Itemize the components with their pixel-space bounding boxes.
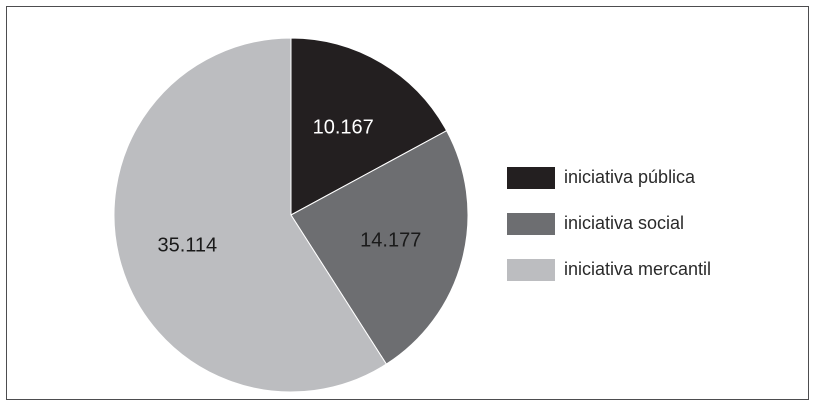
legend-swatch-mercantil bbox=[507, 258, 555, 281]
legend-label-publica: iniciativa pública bbox=[564, 167, 696, 187]
chart-legend: iniciativa pública iniciativa social ini… bbox=[507, 166, 711, 304]
legend-label-mercantil: iniciativa mercantil bbox=[564, 259, 712, 279]
pie-slice-social bbox=[290, 130, 469, 365]
legend-swatch-social bbox=[507, 212, 555, 235]
legend-item-mercantil: iniciativa mercantil bbox=[507, 258, 711, 281]
pie-label-mercantil: 35.114 bbox=[157, 234, 217, 256]
legend-item-social: iniciativa social bbox=[507, 212, 711, 235]
pie-slice-publica bbox=[290, 37, 448, 216]
pie-label-publica: 10.167 bbox=[313, 116, 374, 138]
legend-swatch-publica bbox=[507, 166, 555, 189]
pie-slice-mercantil bbox=[113, 37, 388, 393]
pie-label-social: 14.177 bbox=[360, 230, 421, 252]
legend-label-social: iniciativa social bbox=[564, 213, 685, 233]
legend-item-publica: iniciativa pública bbox=[507, 166, 711, 189]
